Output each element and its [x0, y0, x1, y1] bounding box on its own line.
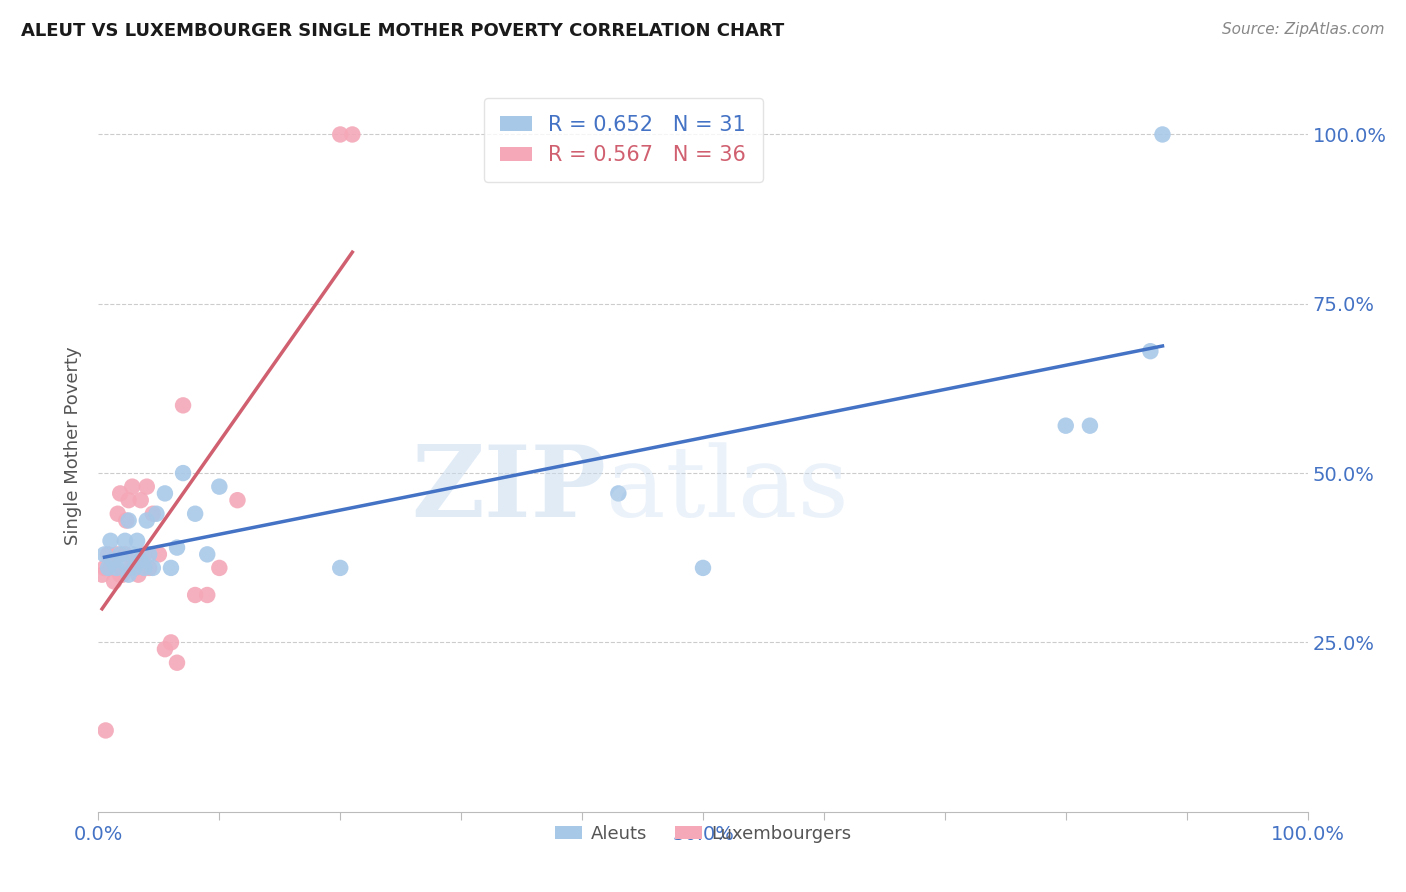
Point	[153, 642, 176, 657]
Point	[172, 466, 194, 480]
Point	[142, 507, 165, 521]
Point	[114, 547, 136, 561]
Point	[120, 561, 142, 575]
Point	[145, 507, 167, 521]
Point	[153, 486, 176, 500]
Point	[97, 561, 120, 575]
Point	[124, 561, 146, 575]
Point	[172, 398, 194, 412]
Point	[1054, 418, 1077, 433]
Point	[100, 533, 122, 548]
Point	[1078, 418, 1101, 433]
Point	[329, 128, 352, 142]
Point	[129, 493, 152, 508]
Point	[127, 554, 149, 568]
Point	[692, 561, 714, 575]
Point	[115, 514, 138, 528]
Point	[184, 588, 207, 602]
Point	[1139, 344, 1161, 359]
Point	[91, 567, 114, 582]
Point	[142, 561, 165, 575]
Point	[134, 561, 156, 575]
Point	[329, 561, 352, 575]
Point	[166, 656, 188, 670]
Legend: Aleuts, Luxembourgers: Aleuts, Luxembourgers	[548, 818, 858, 850]
Point	[100, 561, 122, 575]
Point	[114, 533, 136, 548]
Point	[208, 561, 231, 575]
Point	[107, 507, 129, 521]
Point	[118, 493, 141, 508]
Point	[135, 480, 157, 494]
Point	[111, 567, 134, 582]
Point	[121, 547, 143, 561]
Point	[148, 547, 170, 561]
Point	[94, 723, 117, 738]
Point	[124, 561, 146, 575]
Point	[105, 561, 128, 575]
Point	[129, 554, 152, 568]
Point	[138, 547, 160, 561]
Point	[127, 533, 149, 548]
Text: atlas: atlas	[606, 442, 849, 538]
Point	[118, 567, 141, 582]
Point	[184, 507, 207, 521]
Point	[1152, 128, 1174, 142]
Point	[93, 561, 115, 575]
Point	[160, 561, 183, 575]
Point	[103, 574, 125, 589]
Point	[607, 486, 630, 500]
Point	[97, 547, 120, 561]
Point	[127, 567, 149, 582]
Point	[226, 493, 249, 508]
Point	[138, 561, 160, 575]
Point	[160, 635, 183, 649]
Point	[166, 541, 188, 555]
Point	[208, 480, 231, 494]
Point	[134, 547, 156, 561]
Point	[108, 547, 131, 561]
Point	[342, 128, 364, 142]
Point	[101, 554, 124, 568]
Point	[108, 567, 131, 582]
Point	[108, 486, 131, 500]
Point	[118, 514, 141, 528]
Point	[135, 514, 157, 528]
Point	[105, 547, 128, 561]
Point	[121, 480, 143, 494]
Text: Source: ZipAtlas.com: Source: ZipAtlas.com	[1222, 22, 1385, 37]
Point	[195, 547, 218, 561]
Point	[93, 547, 115, 561]
Text: ZIP: ZIP	[412, 442, 606, 539]
Point	[195, 588, 218, 602]
Point	[101, 554, 124, 568]
Point	[111, 554, 134, 568]
Y-axis label: Single Mother Poverty: Single Mother Poverty	[65, 347, 83, 545]
Text: ALEUT VS LUXEMBOURGER SINGLE MOTHER POVERTY CORRELATION CHART: ALEUT VS LUXEMBOURGER SINGLE MOTHER POVE…	[21, 22, 785, 40]
